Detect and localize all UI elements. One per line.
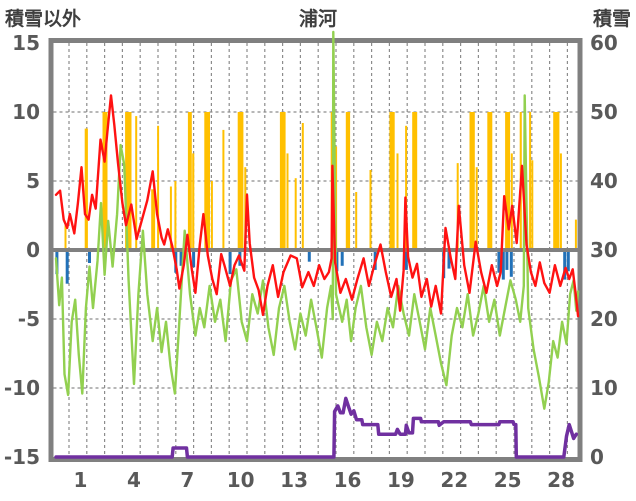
series-line: [54, 396, 579, 459]
left-axis-tick: -15: [4, 445, 40, 469]
precipitation-bar: [505, 252, 509, 270]
left-axis-title: 積雪以外: [5, 8, 82, 30]
left-axis-tick: 15: [12, 31, 40, 55]
sunshine-bar: [531, 160, 534, 250]
precipitation-bar: [88, 252, 91, 263]
right-axis-tick: 0: [590, 445, 604, 469]
sunshine-bar: [529, 112, 532, 250]
sunshine-bar: [574, 219, 577, 250]
x-axis-tick: 19: [387, 468, 415, 492]
x-axis-tick: 28: [547, 468, 575, 492]
sunshine-bar: [345, 112, 351, 250]
sunshine-bar: [412, 112, 418, 250]
x-axis-tick: 25: [494, 468, 522, 492]
right-axis-tick: 50: [590, 100, 618, 124]
x-axis-tick: 10: [227, 468, 255, 492]
sunshine-bar: [510, 153, 513, 250]
sunshine-bar: [469, 112, 475, 250]
sunshine-bar: [192, 153, 195, 250]
right-axis-tick: 60: [590, 31, 618, 55]
precipitation-bar: [228, 252, 232, 275]
left-axis-tick: 0: [26, 238, 40, 262]
right-axis-tick: 40: [590, 169, 618, 193]
right-axis-title: 積雪: [592, 8, 631, 30]
sunshine-bar: [475, 167, 478, 250]
sunshine-bar: [151, 189, 156, 250]
sunshine-bar: [487, 112, 493, 250]
precipitation-bar: [509, 252, 513, 277]
sunshine-bar: [244, 167, 247, 250]
x-axis-tick: 4: [127, 468, 141, 492]
precipitation-bar: [447, 252, 451, 269]
precipitation-bar: [566, 252, 570, 272]
x-axis-tick: 22: [440, 468, 468, 492]
x-axis-tick: 7: [180, 468, 194, 492]
x-axis-tick: 1: [74, 468, 88, 492]
left-axis-tick: 10: [12, 100, 40, 124]
sunshine-bar: [553, 112, 560, 250]
sunshine-bar: [135, 116, 138, 250]
sunshine-bar: [396, 153, 399, 250]
plot-border: [48, 38, 583, 462]
precipitation-bar: [497, 252, 501, 273]
sunshine-bar: [84, 128, 88, 250]
sunshine-bar: [279, 112, 286, 250]
sunshine-bar: [222, 129, 225, 250]
precipitation-bar: [404, 252, 408, 270]
series-line: [54, 30, 580, 410]
x-axis-tick: 16: [334, 468, 362, 492]
precipitation-bar: [179, 252, 183, 266]
sunshine-bar: [102, 112, 108, 250]
precipitation-bar: [192, 252, 196, 268]
series-line: [54, 94, 580, 318]
precipitation-bar: [501, 252, 505, 280]
precipitation-bar: [340, 252, 344, 266]
precipitation-bar: [335, 252, 339, 272]
sunshine-bar: [174, 181, 177, 250]
sunshine-bar: [559, 153, 562, 250]
sunshine-bar: [301, 123, 304, 250]
sunshine-bar: [405, 125, 408, 250]
sunshine-bar: [125, 112, 132, 250]
sunshine-bar: [389, 112, 395, 250]
precipitation-bar: [65, 252, 69, 284]
precipitation-bar: [563, 252, 567, 280]
sunshine-bar: [286, 153, 289, 250]
sunshine-bar: [294, 178, 297, 250]
sunshine-bar: [355, 192, 358, 250]
sunshine-bar: [369, 170, 372, 250]
left-axis-tick: -10: [4, 376, 40, 400]
sunshine-bar: [187, 112, 192, 250]
chart-title: 浦河: [298, 8, 337, 30]
sunshine-bar: [169, 186, 172, 250]
precipitation-bar: [307, 252, 311, 262]
left-axis-tick: 5: [26, 169, 40, 193]
sunshine-bar: [237, 112, 244, 250]
sunshine-bar: [157, 125, 160, 250]
right-axis-tick: 10: [590, 376, 618, 400]
sunshine-bar: [210, 181, 213, 250]
sunshine-bar: [505, 112, 511, 250]
right-axis-tick: 20: [590, 307, 618, 331]
right-axis-tick: 30: [590, 238, 618, 262]
sunshine-bar: [204, 112, 210, 250]
x-axis-tick: 13: [280, 468, 308, 492]
sunshine-bar: [64, 225, 67, 250]
left-axis-tick: -5: [18, 307, 40, 331]
